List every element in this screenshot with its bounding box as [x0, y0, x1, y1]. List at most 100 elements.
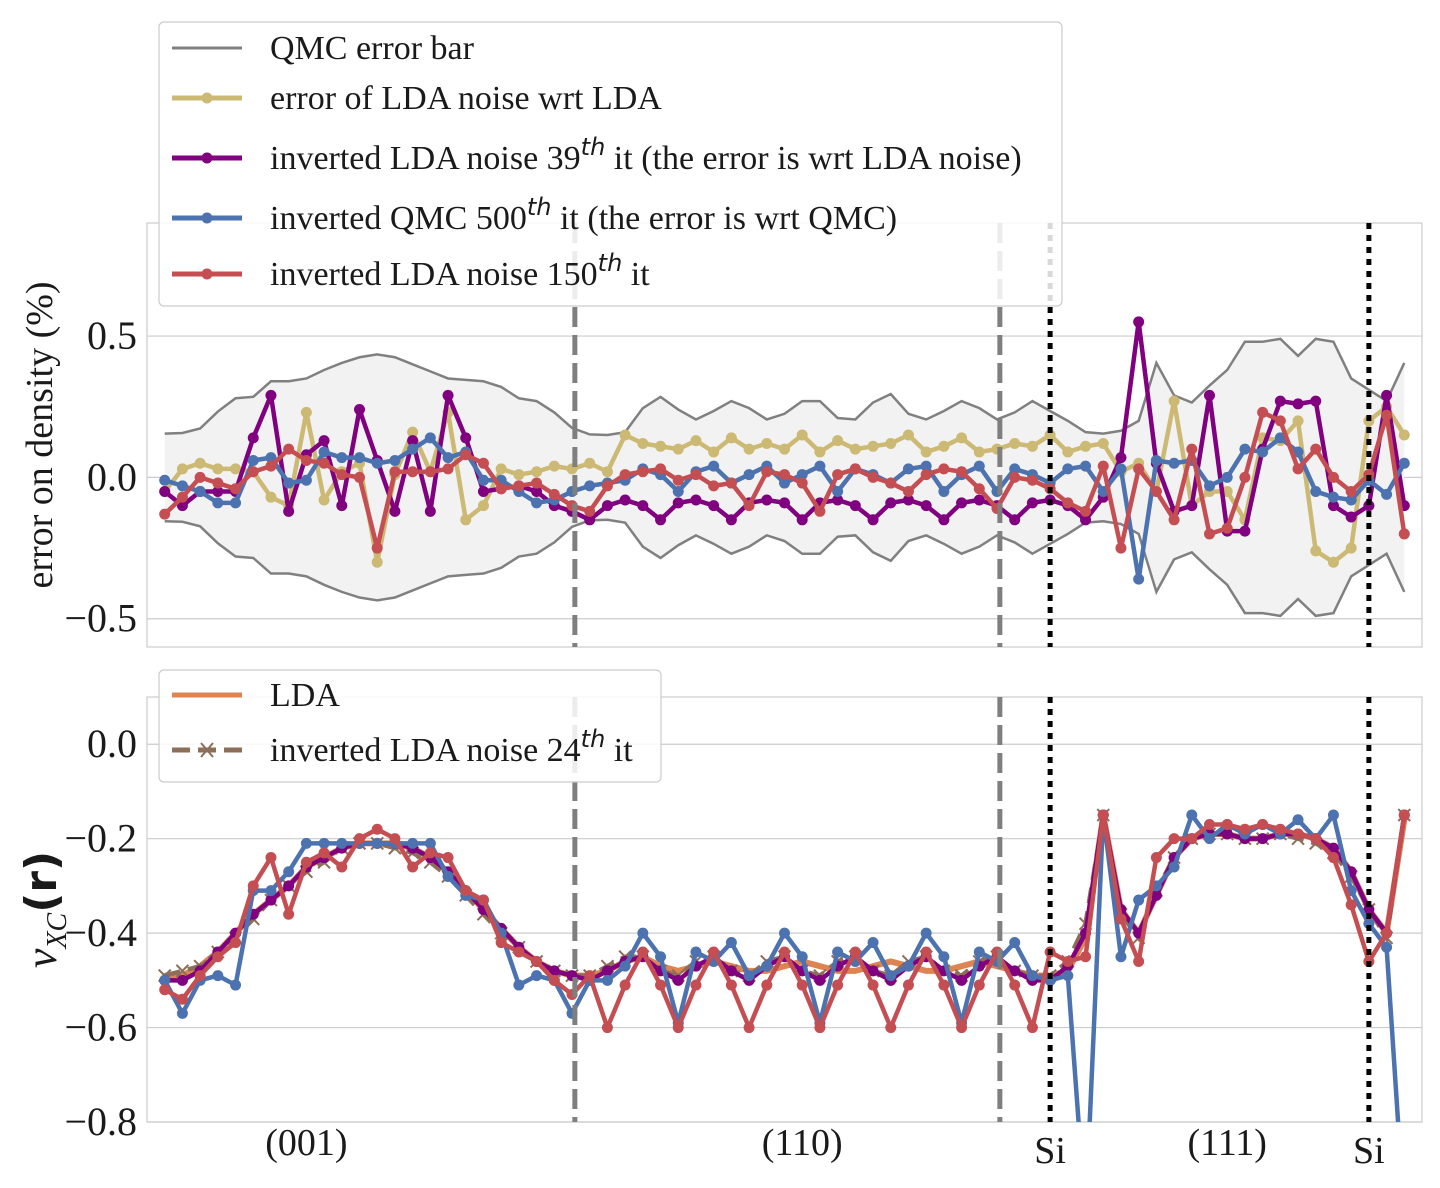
- data-point: [176, 463, 188, 475]
- data-point: [318, 446, 330, 458]
- data-point: [1345, 542, 1357, 554]
- data-point: [619, 960, 631, 972]
- data-point: [1327, 471, 1339, 483]
- legend-text: inverted QMC 500: [270, 200, 527, 237]
- data-point: [548, 974, 560, 986]
- data-point: [1133, 894, 1145, 906]
- data-point: [814, 1022, 826, 1034]
- data-point: [477, 486, 489, 498]
- data-point: [283, 908, 295, 920]
- data-point: [1398, 809, 1410, 821]
- data-point: [1097, 809, 1109, 821]
- data-point: [601, 500, 613, 512]
- data-point: [1345, 486, 1357, 498]
- data-point: [584, 457, 596, 469]
- data-point: [725, 965, 737, 977]
- data-point: [761, 979, 773, 991]
- data-point: [1150, 486, 1162, 498]
- data-point: [513, 979, 525, 991]
- data-point: [1310, 833, 1322, 845]
- data-point: [371, 837, 383, 849]
- y-tick-label: 0.0: [87, 454, 137, 499]
- data-point: [1363, 500, 1375, 512]
- data-point: [849, 443, 861, 455]
- data-point: [1133, 463, 1145, 475]
- data-point: [708, 446, 720, 458]
- data-point: [460, 449, 472, 461]
- data-point: [956, 497, 968, 509]
- data-point: [230, 979, 242, 991]
- data-point: [1062, 446, 1074, 458]
- data-point: [672, 474, 684, 486]
- data-point: [1327, 500, 1339, 512]
- data-point: [1168, 833, 1180, 845]
- data-point: [902, 960, 914, 972]
- data-point: [796, 979, 808, 991]
- data-point: [1062, 497, 1074, 509]
- data-point: [1257, 833, 1269, 845]
- data-point: [212, 970, 224, 982]
- data-point: [779, 469, 790, 481]
- data-point: [1204, 528, 1215, 540]
- data-point: [637, 466, 649, 478]
- data-point: [318, 457, 330, 469]
- data-point: [1204, 480, 1215, 492]
- data-point: [300, 406, 312, 418]
- data-layer: [159, 316, 1410, 618]
- data-point: [920, 946, 932, 958]
- data-point: [389, 466, 401, 478]
- legend-text: inverted LDA noise 39: [270, 140, 581, 177]
- data-point: [743, 469, 755, 481]
- data-point: [407, 861, 419, 873]
- data-point: [1345, 511, 1357, 523]
- data-point: [655, 951, 667, 963]
- data-point: [832, 946, 844, 958]
- data-point: [973, 446, 985, 458]
- data-point: [194, 457, 206, 469]
- legend-box: [158, 669, 662, 783]
- data-point: [672, 974, 684, 986]
- data-point: [159, 486, 171, 498]
- data-point: [725, 937, 737, 949]
- data-point: [371, 457, 383, 469]
- data-point: [1327, 491, 1339, 503]
- data-point: [442, 452, 454, 464]
- data-point: [1292, 446, 1304, 458]
- qmc-error-upper: [164, 337, 1406, 437]
- data-point: [424, 466, 436, 478]
- data-point: [938, 486, 950, 498]
- data-point: [725, 979, 737, 991]
- data-point: [1080, 460, 1092, 472]
- data-point: [247, 432, 259, 444]
- data-point: [1221, 828, 1233, 840]
- data-point: [265, 389, 277, 401]
- data-point: [354, 452, 365, 464]
- bottom-panel: 0.0 −0.2 −0.4 −0.6 −0.8 vXC(r) LDA inverted LDA…: [16, 669, 1423, 1144]
- data-point: [708, 500, 720, 512]
- data-point: [194, 471, 206, 483]
- region-label: (001): [265, 1122, 347, 1164]
- data-point: [318, 494, 330, 506]
- data-point: [283, 880, 295, 892]
- region-label: Si: [1353, 1130, 1385, 1172]
- data-point: [1133, 573, 1145, 585]
- legend-label: QMC error bar: [270, 30, 475, 67]
- region-labels: (001) (110) Si (111) Si: [265, 1122, 1385, 1172]
- ylabel-sub: XC: [42, 912, 73, 949]
- data-point: [1274, 415, 1286, 427]
- data-point: [300, 454, 312, 466]
- legend-sup: th: [581, 725, 606, 753]
- data-point: [1204, 819, 1215, 830]
- data-point: [885, 970, 897, 982]
- region-label: Si: [1034, 1130, 1066, 1172]
- data-point: [336, 500, 348, 512]
- data-point: [938, 951, 950, 963]
- data-point: [832, 469, 844, 481]
- data-point: [1292, 398, 1304, 410]
- data-point: [1221, 819, 1233, 830]
- data-point: [1080, 440, 1092, 452]
- data-point: [1150, 852, 1162, 864]
- data-point: [690, 979, 702, 991]
- data-point: [920, 500, 932, 512]
- data-point: [1009, 937, 1021, 949]
